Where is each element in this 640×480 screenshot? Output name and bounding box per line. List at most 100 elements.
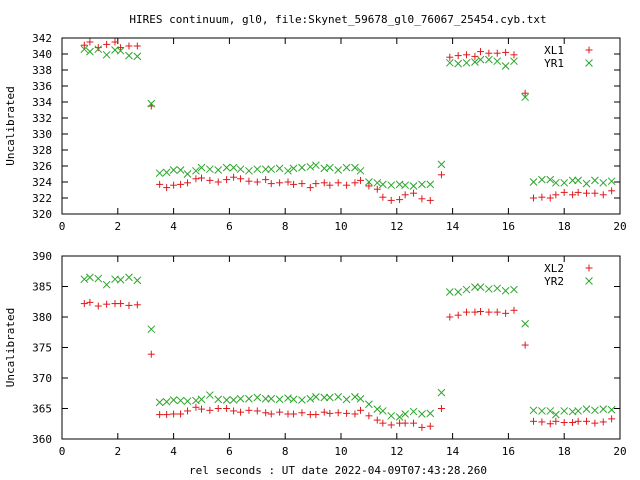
- data-point: [583, 417, 591, 425]
- data-point: [521, 341, 529, 349]
- data-point: [454, 288, 463, 296]
- data-point: [493, 308, 501, 316]
- data-point: [521, 319, 529, 328]
- y-tick-label: 324: [32, 176, 52, 189]
- data-point: [223, 405, 231, 412]
- data-point: [147, 325, 156, 334]
- data-point: [426, 196, 434, 204]
- data-point: [163, 411, 171, 419]
- data-point: [320, 393, 329, 402]
- data-point: [170, 181, 178, 189]
- data-point: [356, 166, 365, 175]
- data-point: [437, 171, 445, 179]
- data-point: [206, 176, 214, 184]
- y-tick-label: 330: [32, 128, 52, 141]
- data-point: [169, 396, 178, 404]
- data-point: [176, 166, 185, 174]
- data-point: [326, 181, 334, 189]
- data-point: [418, 195, 426, 203]
- data-point: [192, 166, 200, 175]
- data-point: [133, 42, 141, 50]
- data-point: [599, 405, 608, 413]
- data-point: [463, 51, 471, 59]
- data-point: [574, 407, 583, 415]
- data-point: [183, 397, 192, 406]
- data-point: [378, 407, 387, 415]
- data-point: [396, 196, 404, 204]
- data-point: [476, 283, 485, 291]
- data-point: [591, 406, 599, 415]
- data-point: [485, 49, 493, 57]
- x-tick-label: 12: [390, 220, 403, 233]
- data-point: [387, 421, 395, 429]
- data-point: [476, 55, 485, 64]
- chart-title: HIRES continuum, gl0, file:Skynet_59678_…: [129, 13, 546, 26]
- data-point: [261, 165, 270, 174]
- data-point: [351, 393, 359, 401]
- data-point: [253, 165, 262, 174]
- data-point: [192, 175, 200, 183]
- data-point: [334, 166, 343, 174]
- x-tick-label: 18: [558, 220, 571, 233]
- data-point: [102, 280, 111, 289]
- data-point: [599, 191, 607, 199]
- data-point: [276, 179, 284, 187]
- data-point: [237, 175, 245, 183]
- legend-marker: [585, 59, 593, 67]
- data-point: [198, 174, 205, 182]
- data-point: [117, 300, 125, 308]
- x-tick-label: 14: [446, 445, 460, 458]
- data-point: [401, 191, 409, 199]
- data-point: [529, 406, 538, 415]
- data-point: [183, 170, 192, 178]
- data-point: [471, 58, 479, 66]
- data-point: [236, 165, 245, 174]
- data-point: [401, 181, 410, 190]
- data-point: [290, 410, 298, 418]
- data-point: [253, 393, 262, 402]
- data-point: [334, 393, 343, 401]
- data-point: [546, 194, 554, 202]
- data-point: [312, 180, 320, 188]
- y-tick-label: 375: [32, 342, 52, 355]
- data-point: [510, 51, 518, 59]
- data-point: [334, 179, 342, 187]
- data-point: [267, 394, 276, 403]
- data-point: [94, 45, 103, 54]
- top-panel: 320 322 324 326 328 330 332 334 336 338 340 342 0 2 4 6…: [4, 32, 627, 233]
- data-point: [162, 397, 171, 406]
- data-point: [245, 394, 253, 403]
- data-point: [342, 395, 351, 404]
- data-point: [289, 164, 298, 173]
- data-point: [176, 396, 185, 405]
- data-point: [401, 419, 409, 427]
- data-point: [437, 405, 445, 412]
- data-point: [591, 189, 599, 197]
- data-point: [262, 176, 270, 184]
- x-tick-label: 10: [334, 445, 347, 458]
- data-point: [471, 308, 479, 316]
- data-point: [437, 388, 446, 397]
- data-point: [446, 313, 454, 321]
- data-point: [477, 308, 484, 316]
- data-point: [409, 182, 418, 190]
- data-point: [116, 46, 125, 55]
- data-point: [133, 301, 141, 309]
- data-point: [454, 59, 463, 68]
- x-tick-label: 0: [59, 445, 66, 458]
- data-point: [538, 175, 546, 184]
- y-tick-label: 320: [32, 208, 52, 221]
- data-point: [569, 191, 577, 199]
- data-point: [125, 51, 133, 60]
- data-point: [298, 396, 306, 404]
- data-point: [521, 89, 529, 97]
- data-point: [365, 400, 373, 409]
- x-tick-label: 4: [170, 220, 177, 233]
- data-point: [493, 284, 502, 293]
- data-point: [530, 194, 538, 202]
- data-point: [401, 410, 410, 418]
- data-point: [379, 419, 387, 427]
- data-point: [462, 58, 471, 67]
- data-point: [214, 405, 222, 412]
